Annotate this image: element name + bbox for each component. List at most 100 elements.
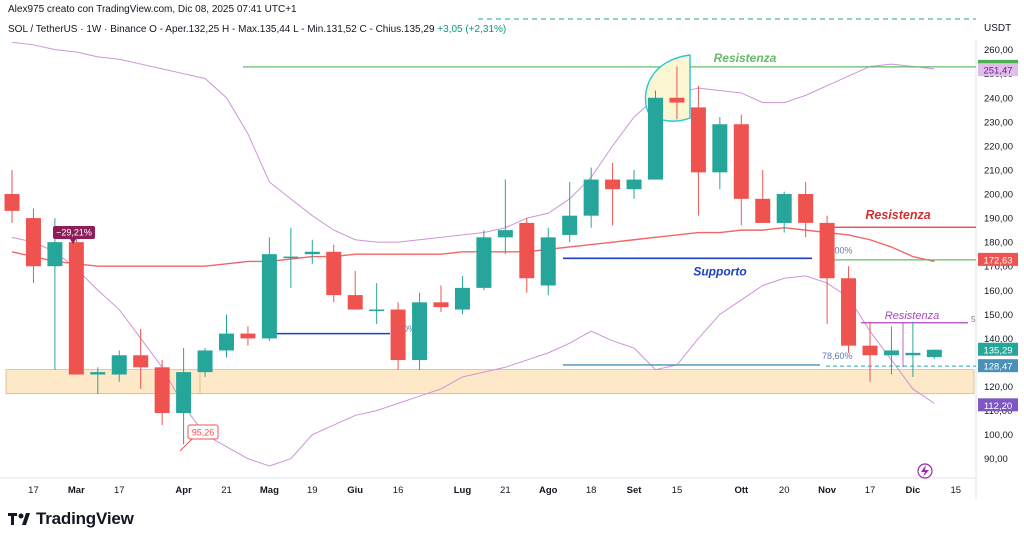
candle-body [626, 179, 642, 190]
candle-body [690, 107, 706, 173]
x-tick-label: Dic [906, 485, 921, 496]
price-axis-badge [978, 252, 1018, 266]
x-tick-label: 18 [586, 485, 597, 496]
candle-body [562, 215, 578, 235]
y-tick-label: 110,00 [984, 406, 1012, 417]
low-label-pointer [179, 438, 193, 452]
candle-body [240, 333, 256, 339]
support-zone [5, 369, 975, 395]
x-tick-label: Ago [539, 485, 558, 496]
x-tick-label: Ott [734, 485, 749, 496]
currency-label: USDT [984, 23, 1012, 34]
candle-body [154, 367, 170, 414]
candle-body [540, 237, 556, 286]
y-tick-label: 120,00 [984, 382, 1013, 393]
candle-body [883, 350, 899, 356]
candle-body [648, 97, 663, 180]
y-tick-label: 200,00 [984, 190, 1013, 201]
candle-body [841, 278, 857, 346]
x-tick-label: 15 [672, 485, 683, 496]
candle-body [176, 372, 192, 414]
fib-786-label: 78,60% [822, 351, 853, 361]
candle-body [47, 242, 63, 267]
candle-body [798, 194, 814, 223]
price-axis-badge-label: 135,29 [983, 345, 1012, 356]
candle-body [733, 124, 749, 199]
x-tick-label: Giu [347, 485, 363, 496]
y-tick-label: 160,00 [984, 286, 1013, 297]
candle-body [862, 345, 878, 356]
candle-body [4, 194, 20, 211]
candle-body [583, 179, 599, 216]
x-tick-label: 17 [865, 485, 876, 496]
lightning-bolt [921, 465, 929, 477]
price-axis-badge-label: 251,47 [983, 66, 1012, 77]
candle-body [605, 179, 621, 190]
candle-body [283, 256, 299, 259]
price-axis-badge-label: 128,47 [983, 362, 1012, 373]
x-tick-label: 20 [779, 485, 790, 496]
candle-body [369, 309, 385, 312]
lightning-icon [917, 463, 933, 479]
small-marker-label: 5 [971, 315, 976, 324]
candle-body [519, 222, 535, 279]
candle-body [25, 218, 41, 267]
low-price-badge [187, 424, 219, 440]
y-tick-label: 210,00 [984, 165, 1013, 176]
candle-body [326, 251, 342, 296]
candle-body [261, 254, 277, 339]
price-axis-badge-label: 112,20 [984, 401, 1012, 412]
y-tick-label: 100,00 [984, 430, 1013, 441]
y-tick-label: 140,00 [984, 334, 1013, 345]
candle-body [454, 287, 470, 310]
moving-average-line [11, 227, 935, 267]
x-tick-label: 17 [28, 485, 39, 496]
x-tick-label: 19 [307, 485, 318, 496]
y-tick-label: 190,00 [984, 214, 1013, 225]
candle-body [497, 230, 513, 238]
y-tick-label: 240,00 [984, 93, 1013, 104]
candle-body [712, 124, 728, 173]
chart-credit: Alex975 creato con TradingView.com, Dic … [8, 4, 297, 15]
y-tick-label: 260,00 [984, 45, 1013, 56]
x-tick-label: 21 [221, 485, 232, 496]
candle-body [68, 242, 84, 375]
symbol-info: SOL / TetherUS · 1W · Binance O - Aper.1… [8, 24, 506, 35]
fib-50-left-label: 50% [398, 324, 416, 334]
candle-body [133, 355, 149, 368]
y-tick-label: 150,00 [984, 310, 1013, 321]
fib-50-label: 50,00% [822, 245, 853, 255]
candle-body [111, 355, 127, 375]
price-axis-badge [978, 63, 1018, 77]
y-tick-label: 180,00 [984, 238, 1013, 249]
y-tick-label: 90,00 [984, 454, 1008, 465]
price-axis-badge [978, 359, 1018, 373]
bollinger-lower-line [11, 236, 935, 467]
tradingview-logo[interactable]: TradingView [8, 509, 134, 529]
candle-body [905, 352, 921, 356]
candle-body [390, 309, 406, 361]
x-tick-label: Lug [454, 485, 472, 496]
x-tick-label: 15 [951, 485, 962, 496]
x-tick-label: Mag [260, 485, 279, 496]
candle-body [412, 302, 428, 361]
pct-change-badge [53, 226, 95, 239]
x-tick-label: Mar [68, 485, 85, 496]
x-tick-label: 16 [393, 485, 404, 496]
candle-body [819, 222, 835, 279]
y-tick-label: 230,00 [984, 117, 1013, 128]
x-tick-label: Nov [818, 485, 837, 496]
price-change: +3,05 (+2,31%) [437, 24, 507, 35]
symbol-name: SOL / TetherUS · 1W · Binance [8, 24, 147, 35]
pct-change-badge-pointer [70, 239, 76, 244]
x-tick-label: Apr [175, 485, 192, 496]
candle-body [304, 251, 320, 255]
y-tick-label: 170,00 [984, 262, 1013, 273]
x-tick-label: 21 [500, 485, 511, 496]
candle-body [433, 302, 449, 308]
x-tick-label: Set [627, 485, 643, 496]
candle-body [926, 349, 942, 358]
price-axis-badge [978, 342, 1018, 356]
brand-name: TradingView [36, 509, 134, 528]
